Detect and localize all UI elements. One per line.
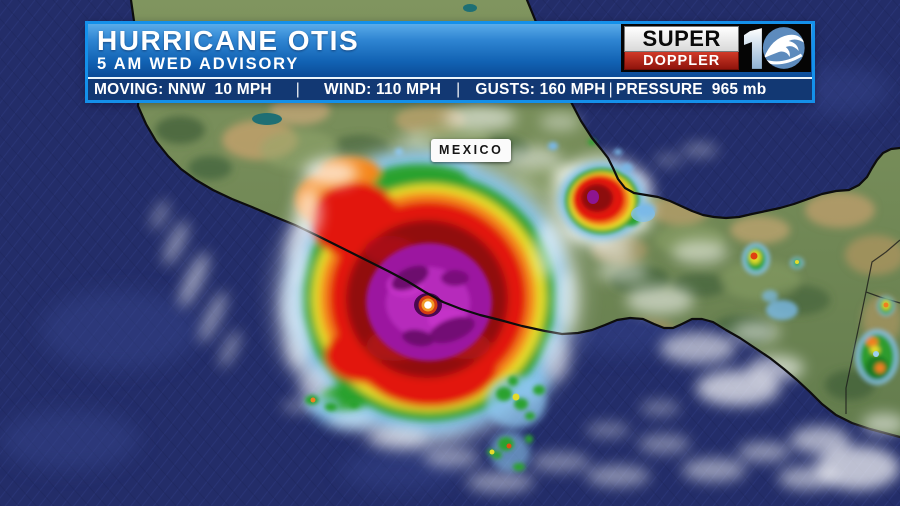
country-label: MEXICO — [431, 139, 512, 162]
super-doppler-wordmark: SUPER DOPPLER — [624, 26, 740, 70]
channel-10-icon — [744, 27, 806, 69]
stat-gusts: GUSTS: 160 MPH — [475, 80, 606, 98]
stats-divider: | — [608, 80, 613, 98]
logo-doppler-text: DOPPLER — [624, 52, 740, 70]
stats-divider: | — [295, 80, 300, 98]
hurricane-eye — [414, 293, 442, 317]
storm-stats-bar: MOVING: NNW 10 MPH | WIND: 110 MPH | GUS… — [88, 79, 812, 100]
stat-wind: WIND: 110 MPH — [324, 80, 442, 98]
hurricane-otis-radar — [273, 145, 583, 448]
lake — [252, 113, 282, 125]
logo-super-text: SUPER — [624, 26, 740, 52]
storm-title: HURRICANE OTIS — [97, 25, 360, 56]
advisory-time: 5 AM WED ADVISORY — [97, 54, 300, 73]
scattered-radar-cells — [395, 139, 899, 385]
secondary-storm-radar — [550, 154, 655, 246]
cloud-cover — [397, 105, 804, 406]
banner-header: HURRICANE OTIS 5 AM WED ADVISORY SUPER D… — [88, 24, 812, 79]
stat-pressure: PRESSURE 965 mb — [615, 80, 767, 98]
stats-divider: | — [456, 80, 461, 98]
rainband-cells — [304, 376, 546, 472]
advisory-banner: HURRICANE OTIS 5 AM WED ADVISORY SUPER D… — [85, 21, 815, 103]
stat-moving: MOVING: NNW 10 MPH — [94, 80, 272, 98]
super-doppler-10-logo: SUPER DOPPLER — [621, 24, 811, 72]
